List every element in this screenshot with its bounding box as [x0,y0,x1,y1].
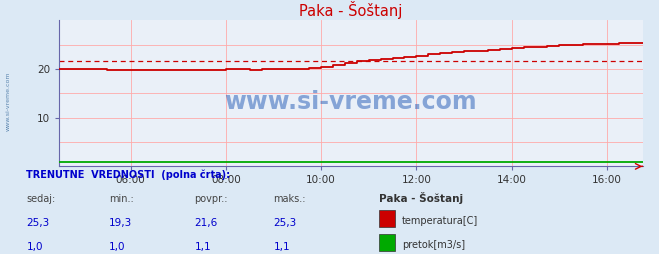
Text: 1,1: 1,1 [194,242,211,252]
Text: maks.:: maks.: [273,194,306,204]
Text: povpr.:: povpr.: [194,194,228,204]
Text: min.:: min.: [109,194,134,204]
Text: www.si-vreme.com: www.si-vreme.com [225,90,477,114]
Text: sedaj:: sedaj: [26,194,55,204]
Text: 21,6: 21,6 [194,218,217,228]
Text: pretok[m3/s]: pretok[m3/s] [402,240,465,250]
Text: 19,3: 19,3 [109,218,132,228]
Text: 1,1: 1,1 [273,242,290,252]
Text: 1,0: 1,0 [109,242,125,252]
Text: Paka - Šoštanj: Paka - Šoštanj [379,192,463,204]
Text: 25,3: 25,3 [273,218,297,228]
Text: 1,0: 1,0 [26,242,43,252]
Title: Paka - Šoštanj: Paka - Šoštanj [299,1,403,19]
Text: temperatura[C]: temperatura[C] [402,216,478,226]
Text: 25,3: 25,3 [26,218,49,228]
Text: www.si-vreme.com: www.si-vreme.com [5,72,11,131]
Text: TRENUTNE  VREDNOSTI  (polna črta):: TRENUTNE VREDNOSTI (polna črta): [26,169,231,180]
